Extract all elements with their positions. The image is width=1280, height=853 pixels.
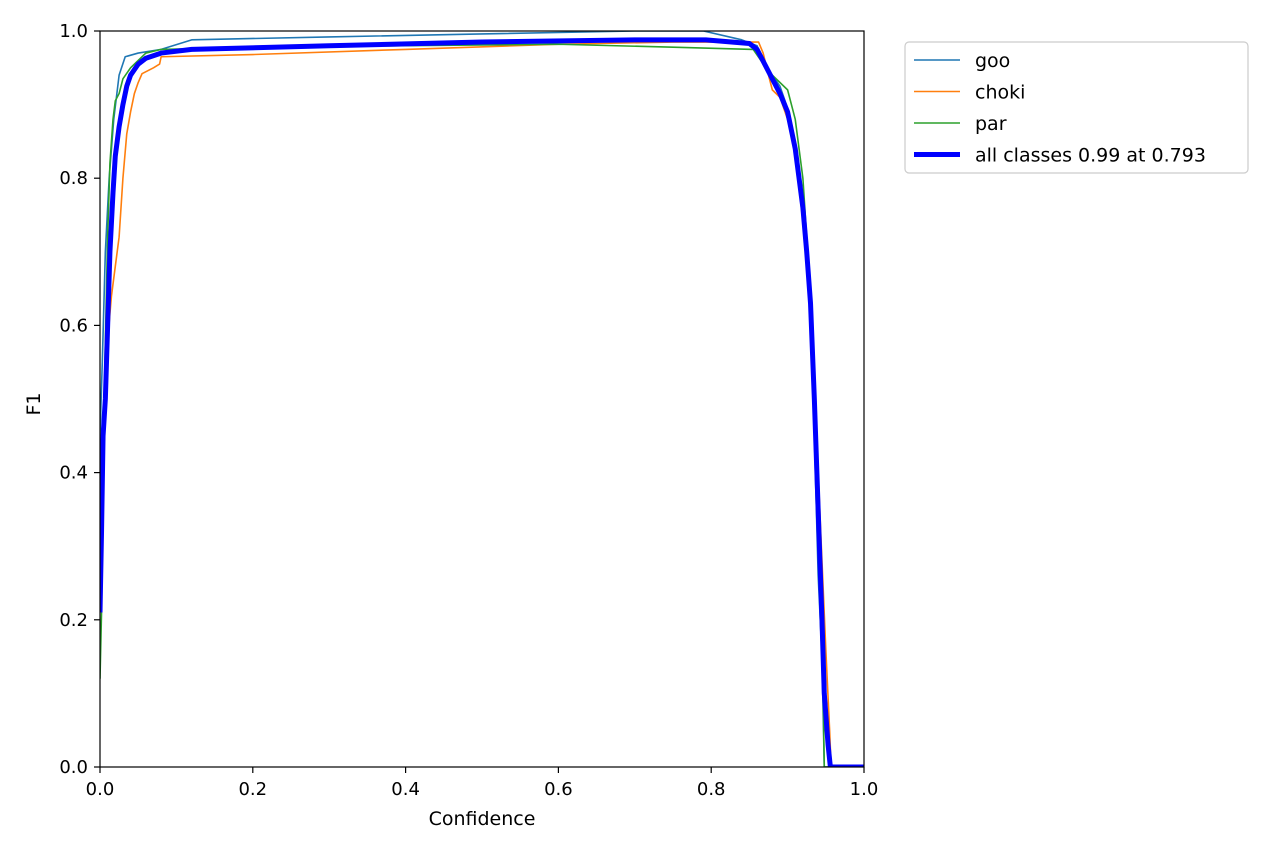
y-axis: 0.0 0.2 0.4 0.6 0.8 1.0 — [59, 21, 100, 778]
x-tick-label: 0.2 — [238, 779, 267, 800]
series-layer — [100, 31, 864, 767]
y-tick-label: 0.2 — [59, 610, 88, 631]
x-tick-label: 0.8 — [697, 779, 726, 800]
legend-label-1: choki — [975, 82, 1025, 104]
plot-background — [100, 31, 864, 767]
plot-frame — [99, 30, 865, 768]
x-axis-label: Confidence — [429, 808, 536, 830]
series-line-3 — [100, 37, 864, 767]
x-tick-label: 1.0 — [850, 779, 879, 800]
y-tick-label: 0.0 — [59, 757, 88, 778]
y-tick-label: 1.0 — [59, 21, 88, 42]
y-tick-label: 0.4 — [59, 463, 88, 484]
y-tick-label: 0.6 — [59, 315, 88, 336]
x-tick-label: 0.6 — [544, 779, 573, 800]
legend-label-3: all classes 0.99 at 0.793 — [975, 145, 1206, 167]
legend-label-2: par — [975, 113, 1007, 135]
x-axis: 0.0 0.2 0.4 0.6 0.8 1.0 — [86, 767, 879, 800]
legend-box — [904, 41, 1249, 174]
x-tick-label: 0.4 — [391, 779, 420, 800]
y-tick-label: 0.8 — [59, 168, 88, 189]
x-tick-label: 0.0 — [86, 779, 115, 800]
y-axis-label: F1 — [23, 392, 45, 415]
legend: goo choki par all classes 0.99 at 0.793 — [904, 41, 1249, 174]
legend-label-0: goo — [975, 50, 1010, 72]
